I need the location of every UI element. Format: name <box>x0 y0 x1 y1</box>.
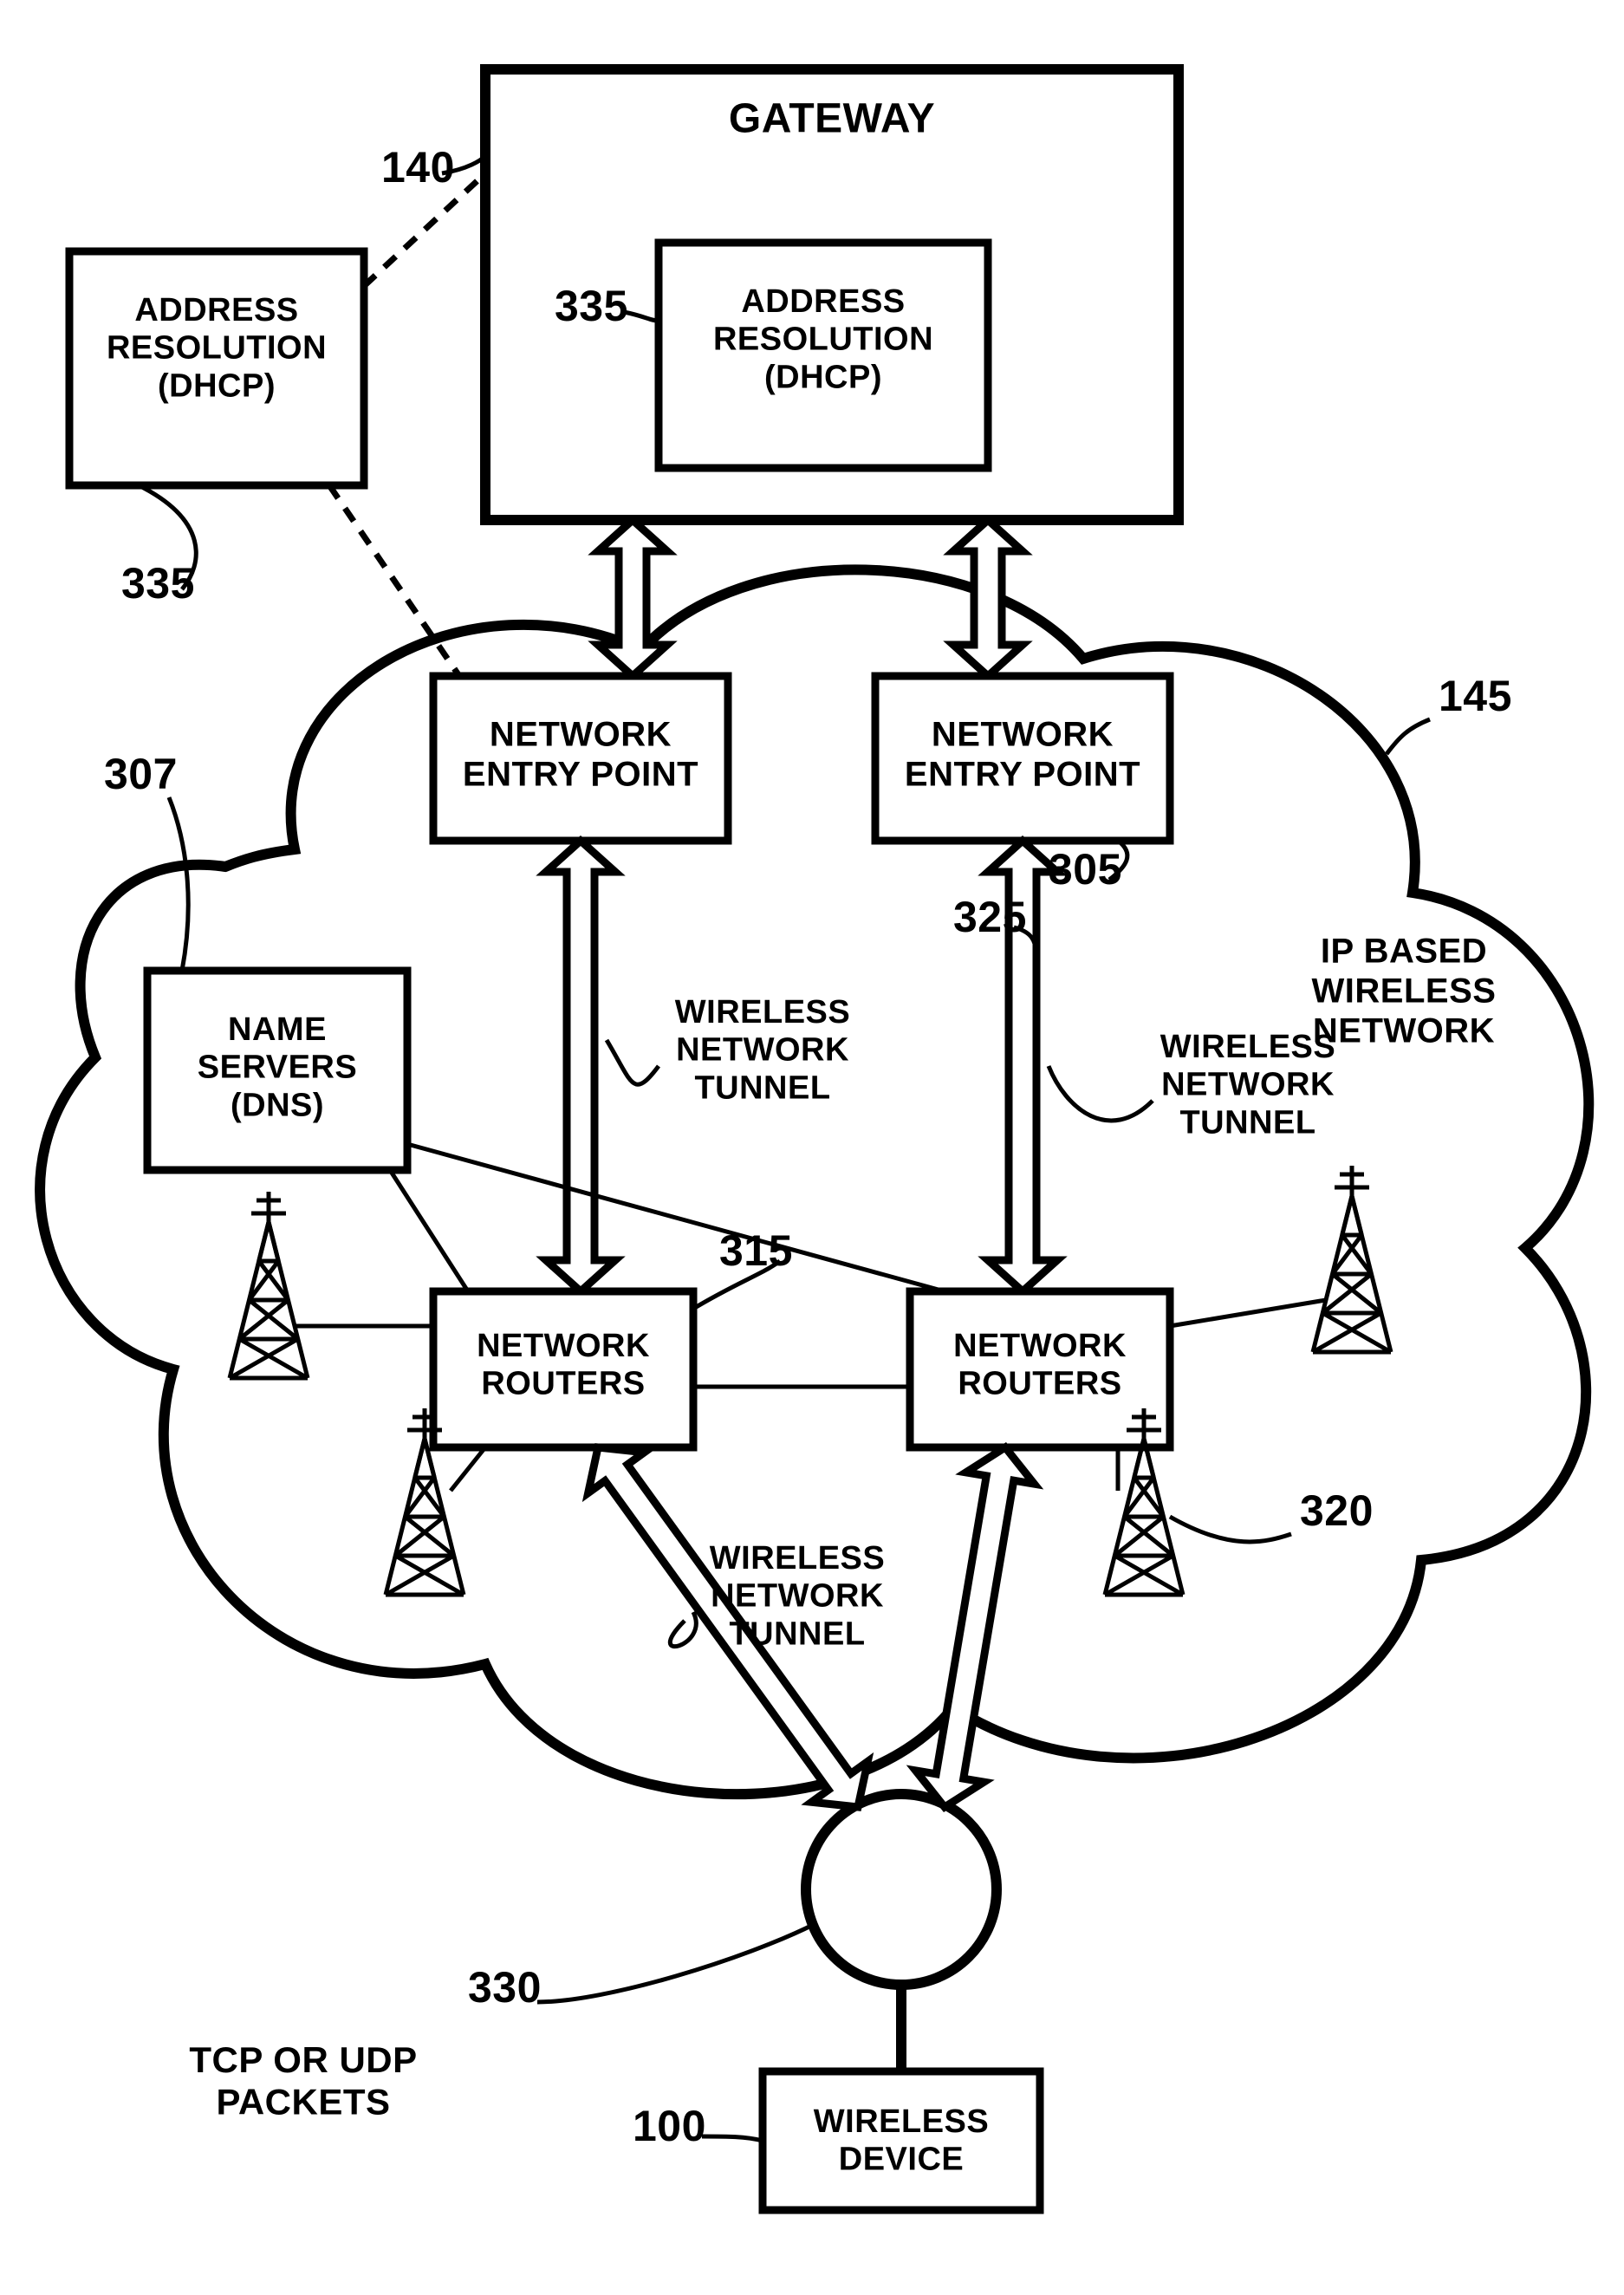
router-right-label-line-0: NETWORK <box>953 1328 1127 1364</box>
ref-leader <box>537 1924 815 2002</box>
nep-left-label-line-1: ENTRY POINT <box>463 756 698 794</box>
dns-label-line-0: NAME <box>228 1011 327 1048</box>
ref-leader <box>1049 1066 1153 1121</box>
dhcp-outer-label-line-2: (DHCP) <box>158 367 276 404</box>
wireless-device-label-line-0: WIRELESS <box>814 2103 989 2140</box>
wireless-device-label-line-1: DEVICE <box>839 2142 964 2178</box>
tunnel-label-0-line-1: NETWORK <box>676 1032 849 1069</box>
ref-leader <box>702 2136 763 2141</box>
nep-right-label-line-1: ENTRY POINT <box>905 756 1140 794</box>
router-right-label-line-1: ROUTERS <box>958 1366 1121 1402</box>
tcp-label-line-0: TCP OR UDP <box>189 2039 417 2080</box>
tunnel-label-2-line-1: NETWORK <box>711 1578 884 1615</box>
ref-307: 307 <box>104 750 178 798</box>
cloud-label-line-2: NETWORK <box>1313 1012 1495 1050</box>
ref-335: 335 <box>121 559 195 608</box>
dhcp-outer-label-line-1: RESOLUTION <box>107 330 327 367</box>
ref-leader <box>169 797 188 971</box>
tunnel-label-1-line-1: NETWORK <box>1161 1067 1335 1103</box>
diagram-root: GATEWAYADDRESSRESOLUTION(DHCP)ADDRESSRES… <box>0 0 1624 2295</box>
dhcp-inner-label-line-0: ADDRESS <box>741 283 905 320</box>
dashed-link <box>329 485 459 676</box>
ref-335: 335 <box>555 282 628 330</box>
ref-325: 325 <box>953 893 1027 941</box>
tunnel-label-2-line-2: TUNNEL <box>729 1616 865 1652</box>
nep-left-label-line-0: NETWORK <box>490 716 672 754</box>
dns-label-line-1: SERVERS <box>198 1050 357 1086</box>
ref-leader <box>1170 1517 1291 1542</box>
ref-145: 145 <box>1439 672 1512 720</box>
tunnel-label-0-line-2: TUNNEL <box>694 1069 830 1106</box>
ref-140: 140 <box>381 143 455 192</box>
nep-right-label-line-0: NETWORK <box>932 716 1114 754</box>
cloud-label-line-0: IP BASED <box>1321 933 1487 971</box>
ref-305: 305 <box>1049 845 1122 894</box>
dhcp-inner-label-line-1: RESOLUTION <box>713 322 933 358</box>
ref-320: 320 <box>1300 1486 1374 1535</box>
gateway-label-line-0: GATEWAY <box>729 96 935 142</box>
ref-leader <box>670 1612 696 1647</box>
tunnel-label-0-line-0: WIRELESS <box>675 994 850 1030</box>
router-left-label-line-0: NETWORK <box>477 1328 650 1364</box>
junction-circle <box>806 1794 997 1985</box>
ref-leader <box>1387 719 1430 754</box>
dhcp-outer-label-line-0: ADDRESS <box>134 292 298 328</box>
ref-100: 100 <box>633 2102 706 2150</box>
ref-330: 330 <box>468 1963 542 2012</box>
router-left-label-line-1: ROUTERS <box>481 1366 645 1402</box>
double-arrow <box>953 520 1023 676</box>
double-arrow <box>598 520 667 676</box>
tunnel-label-2-line-0: WIRELESS <box>710 1540 885 1577</box>
double-arrow <box>546 841 615 1291</box>
tunnel-label-1-line-2: TUNNEL <box>1179 1104 1315 1141</box>
dhcp-inner-label-line-2: (DHCP) <box>764 359 882 395</box>
tcp-label-line-1: PACKETS <box>216 2081 390 2122</box>
ref-315: 315 <box>719 1226 793 1275</box>
ref-leader <box>607 1040 659 1084</box>
cloud-label-line-1: WIRELESS <box>1312 972 1497 1011</box>
dns-label-line-2: (DNS) <box>231 1087 324 1123</box>
tunnel-label-1-line-0: WIRELESS <box>1160 1029 1335 1065</box>
double-arrow <box>916 1447 1035 1807</box>
